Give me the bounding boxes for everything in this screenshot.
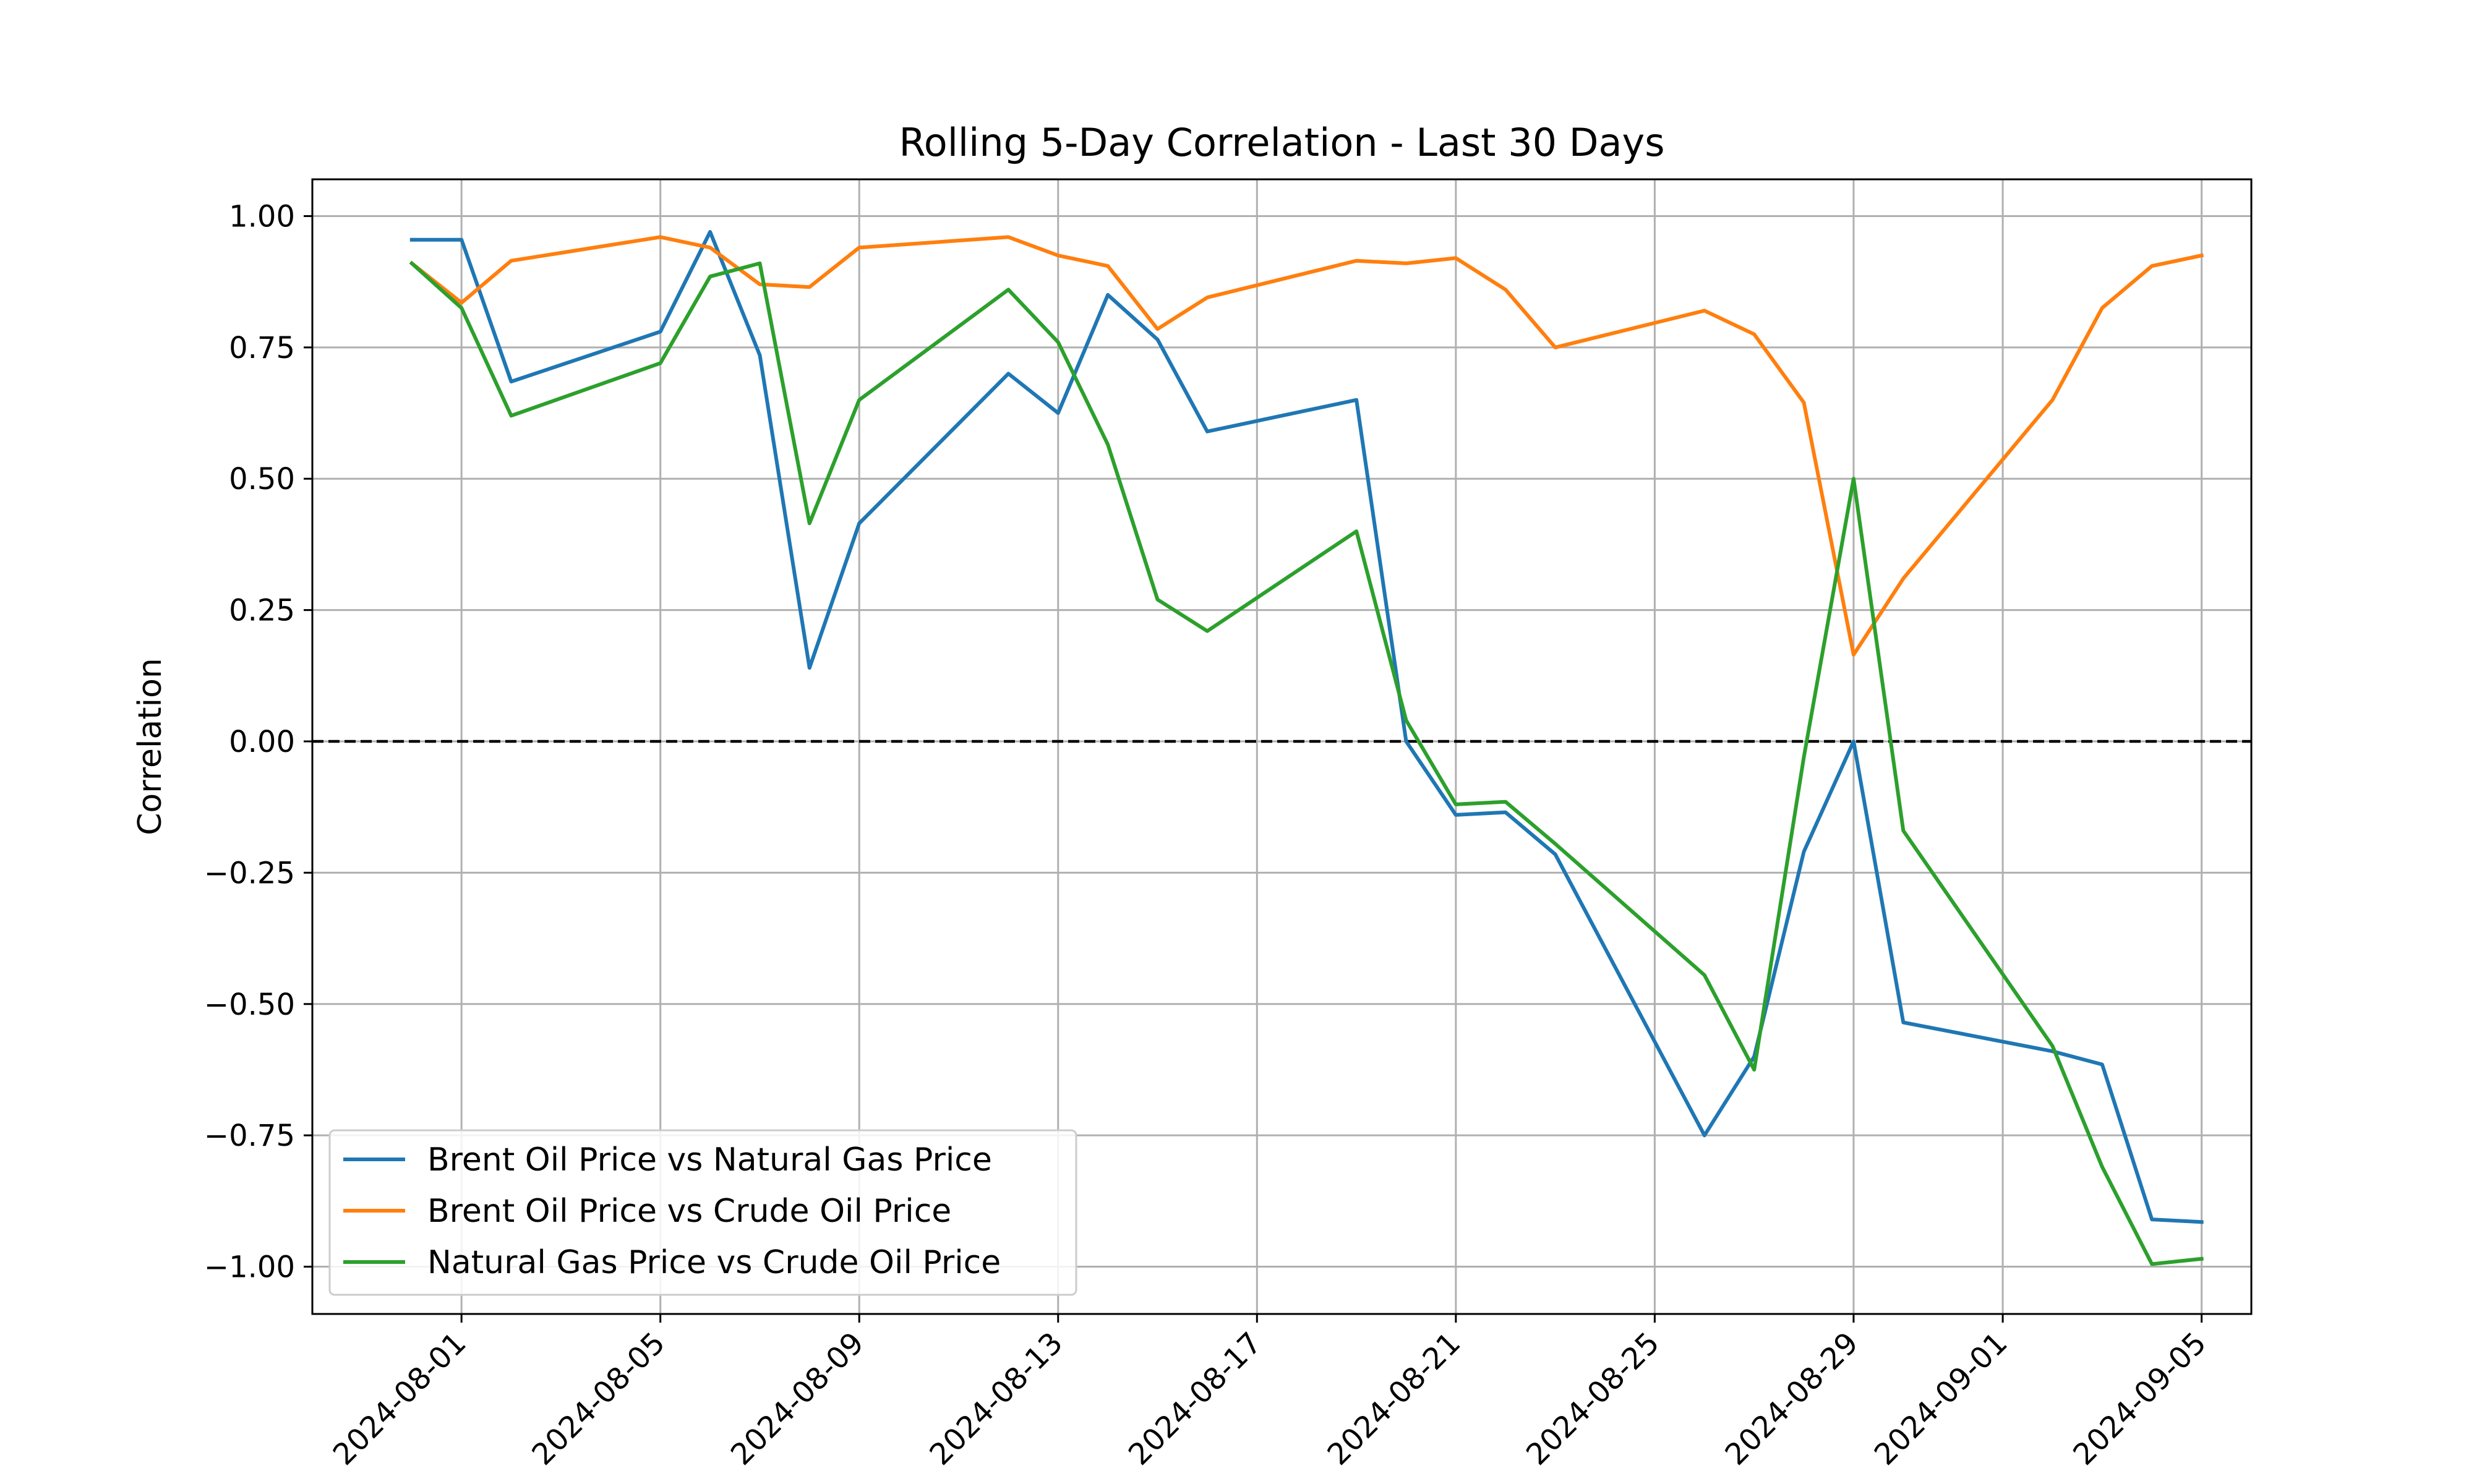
legend: Brent Oil Price vs Natural Gas Price Bren… bbox=[328, 1129, 1077, 1296]
y-tick-label: −0.50 bbox=[204, 987, 295, 1022]
y-tick-label: −0.75 bbox=[204, 1119, 295, 1153]
series-line-2 bbox=[409, 235, 2204, 657]
y-tick-label: 1.00 bbox=[229, 199, 295, 234]
legend-entry-label: Natural Gas Price vs Crude Oil Price bbox=[427, 1244, 1001, 1281]
legend-entry-label: Brent Oil Price vs Crude Oil Price bbox=[427, 1193, 951, 1230]
legend-entry-label: Brent Oil Price vs Natural Gas Price bbox=[427, 1141, 992, 1179]
plot-frame bbox=[311, 178, 2253, 1315]
y-tick-label: −1.00 bbox=[204, 1250, 295, 1285]
y-tick-label: 0.50 bbox=[229, 462, 295, 497]
chart-title: Rolling 5-Day Correlation - Last 30 Days bbox=[899, 120, 1664, 165]
y-axis-label: Correlation bbox=[132, 658, 169, 835]
y-tick-label: 0.75 bbox=[229, 331, 295, 365]
y-axis: 1.00 0.75 0.50 0.25 0.00 −0.25 −0.50 −0.75 −1.00 bbox=[204, 199, 312, 1285]
legend-box bbox=[328, 1129, 1077, 1296]
y-tick-label: −0.25 bbox=[204, 856, 295, 890]
y-tick-label: 0.25 bbox=[229, 594, 295, 628]
series-lines bbox=[409, 230, 2204, 1266]
series-line-3 bbox=[409, 260, 2204, 1266]
y-tick-label: 0.00 bbox=[229, 725, 295, 759]
